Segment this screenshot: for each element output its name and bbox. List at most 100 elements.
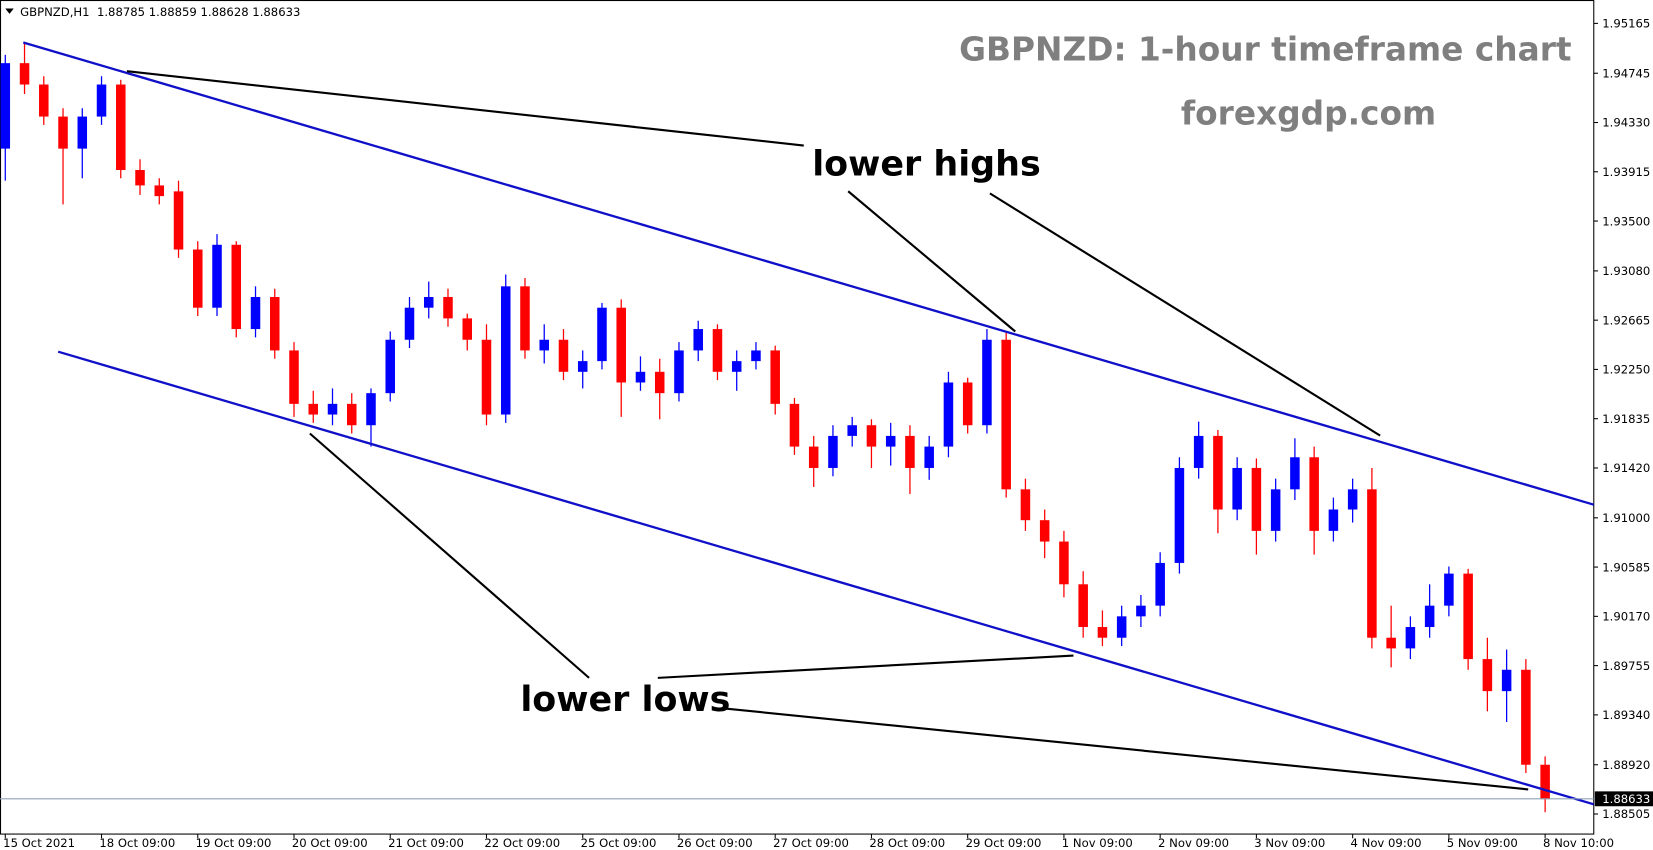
candle-body [943, 382, 954, 447]
upper-trendline [22, 41, 1595, 506]
candle-body [1367, 489, 1377, 638]
candle-body [520, 286, 530, 351]
candle-body [1347, 489, 1358, 510]
candle-body [500, 286, 511, 415]
x-tick-label: 8 Nov 10:00 [1543, 836, 1614, 850]
y-tick-label: 1.91000 [1602, 511, 1650, 525]
candle-body [577, 361, 588, 372]
candle-body [1405, 627, 1416, 649]
annotation: lower highs [812, 144, 1041, 184]
candle-body [558, 339, 569, 372]
chart-title: GBPNZD: 1-hour timeframe chart [959, 29, 1571, 68]
y-tick-label: 1.93500 [1602, 214, 1650, 228]
y-tick-label: 1.93915 [1602, 165, 1650, 179]
candle-body [654, 371, 665, 394]
x-tick-label: 5 Nov 09:00 [1447, 836, 1518, 850]
x-tick-label: 27 Oct 09:00 [773, 836, 849, 850]
candle-body [1193, 435, 1204, 468]
candle-body [982, 339, 992, 426]
candle-body [789, 403, 800, 447]
pointer-lines [126, 70, 1529, 791]
candle-body [712, 329, 723, 372]
candle-body [385, 339, 396, 394]
candle-body [1540, 764, 1550, 800]
candle-body [1059, 541, 1069, 585]
candle-body [1328, 509, 1339, 531]
y-tick-label: 1.92665 [1602, 313, 1650, 327]
candle-body [905, 435, 915, 468]
candle-body [1001, 339, 1011, 490]
candle-body [1501, 669, 1512, 692]
candle-body [1482, 659, 1493, 692]
y-tick-label: 1.90585 [1602, 560, 1650, 574]
y-tick-label: 1.90170 [1602, 610, 1650, 624]
y-tick-label: 1.89340 [1602, 708, 1650, 722]
x-tick-label: 22 Oct 09:00 [484, 836, 560, 850]
pointer-line [657, 654, 1074, 679]
candle-body [885, 435, 896, 447]
candle-body [1174, 467, 1185, 563]
candle-body [828, 435, 838, 468]
candle-body [866, 425, 877, 447]
pointer-line [126, 70, 804, 147]
candle-body [1213, 435, 1223, 510]
plot-layer [0, 42, 1550, 813]
y-tick-label: 1.88505 [1602, 807, 1650, 821]
candle-body [1521, 669, 1531, 765]
candle-body [1290, 457, 1300, 490]
candle-body [1251, 467, 1262, 531]
candle-body [1270, 489, 1281, 531]
pointer-line [989, 192, 1381, 437]
y-tick-label: 1.88920 [1602, 758, 1650, 772]
candle-body [0, 63, 11, 149]
candle-body [173, 191, 184, 250]
candle-body [77, 116, 88, 149]
candle-body [1463, 573, 1473, 660]
pointer-line [847, 190, 1016, 333]
lower-trendline [57, 350, 1595, 806]
candle-body [1078, 584, 1088, 628]
x-tick-label: 26 Oct 09:00 [677, 836, 753, 850]
candle-body [1136, 605, 1146, 617]
candle-body [1097, 627, 1108, 638]
x-tick-label: 3 Nov 09:00 [1254, 836, 1325, 850]
x-tick-label: 18 Oct 09:00 [99, 836, 175, 850]
menu-arrow[interactable] [5, 8, 14, 14]
candle-body [135, 169, 145, 186]
candle-body [1020, 489, 1031, 521]
y-tick-label: 1.91835 [1602, 412, 1650, 426]
y-tick-label: 1.94745 [1602, 66, 1650, 80]
candle-body [539, 339, 549, 351]
candle-body [270, 297, 280, 351]
candle-body [193, 249, 203, 308]
x-tick-label: 4 Nov 09:00 [1351, 836, 1422, 850]
y-tick-label: 1.92250 [1602, 363, 1650, 377]
candle-body [751, 350, 761, 362]
candle-body [289, 350, 299, 404]
candle-body [404, 307, 415, 340]
candle-body [39, 84, 49, 117]
y-tick-label: 1.94330 [1602, 116, 1650, 130]
candle-body [770, 350, 780, 404]
candle-body [1039, 520, 1050, 542]
candle-body [1232, 467, 1242, 510]
candle-body [423, 297, 434, 308]
candle-body [962, 382, 973, 426]
candle-body [1309, 457, 1319, 531]
x-tick-label: 2 Nov 09:00 [1158, 836, 1229, 850]
candle-body [308, 403, 319, 415]
candle-body [250, 297, 261, 330]
candle-body [674, 350, 684, 394]
candle-body [58, 116, 68, 149]
candle-body [231, 244, 242, 330]
y-tick-label: 1.95165 [1602, 17, 1650, 31]
pointer-line [309, 432, 590, 679]
last-price-box [1594, 791, 1653, 807]
x-tick-label: 19 Oct 09:00 [196, 836, 272, 850]
candle-body [847, 425, 857, 436]
candle-body [327, 403, 338, 415]
x-tick-label: 28 Oct 09:00 [869, 836, 945, 850]
